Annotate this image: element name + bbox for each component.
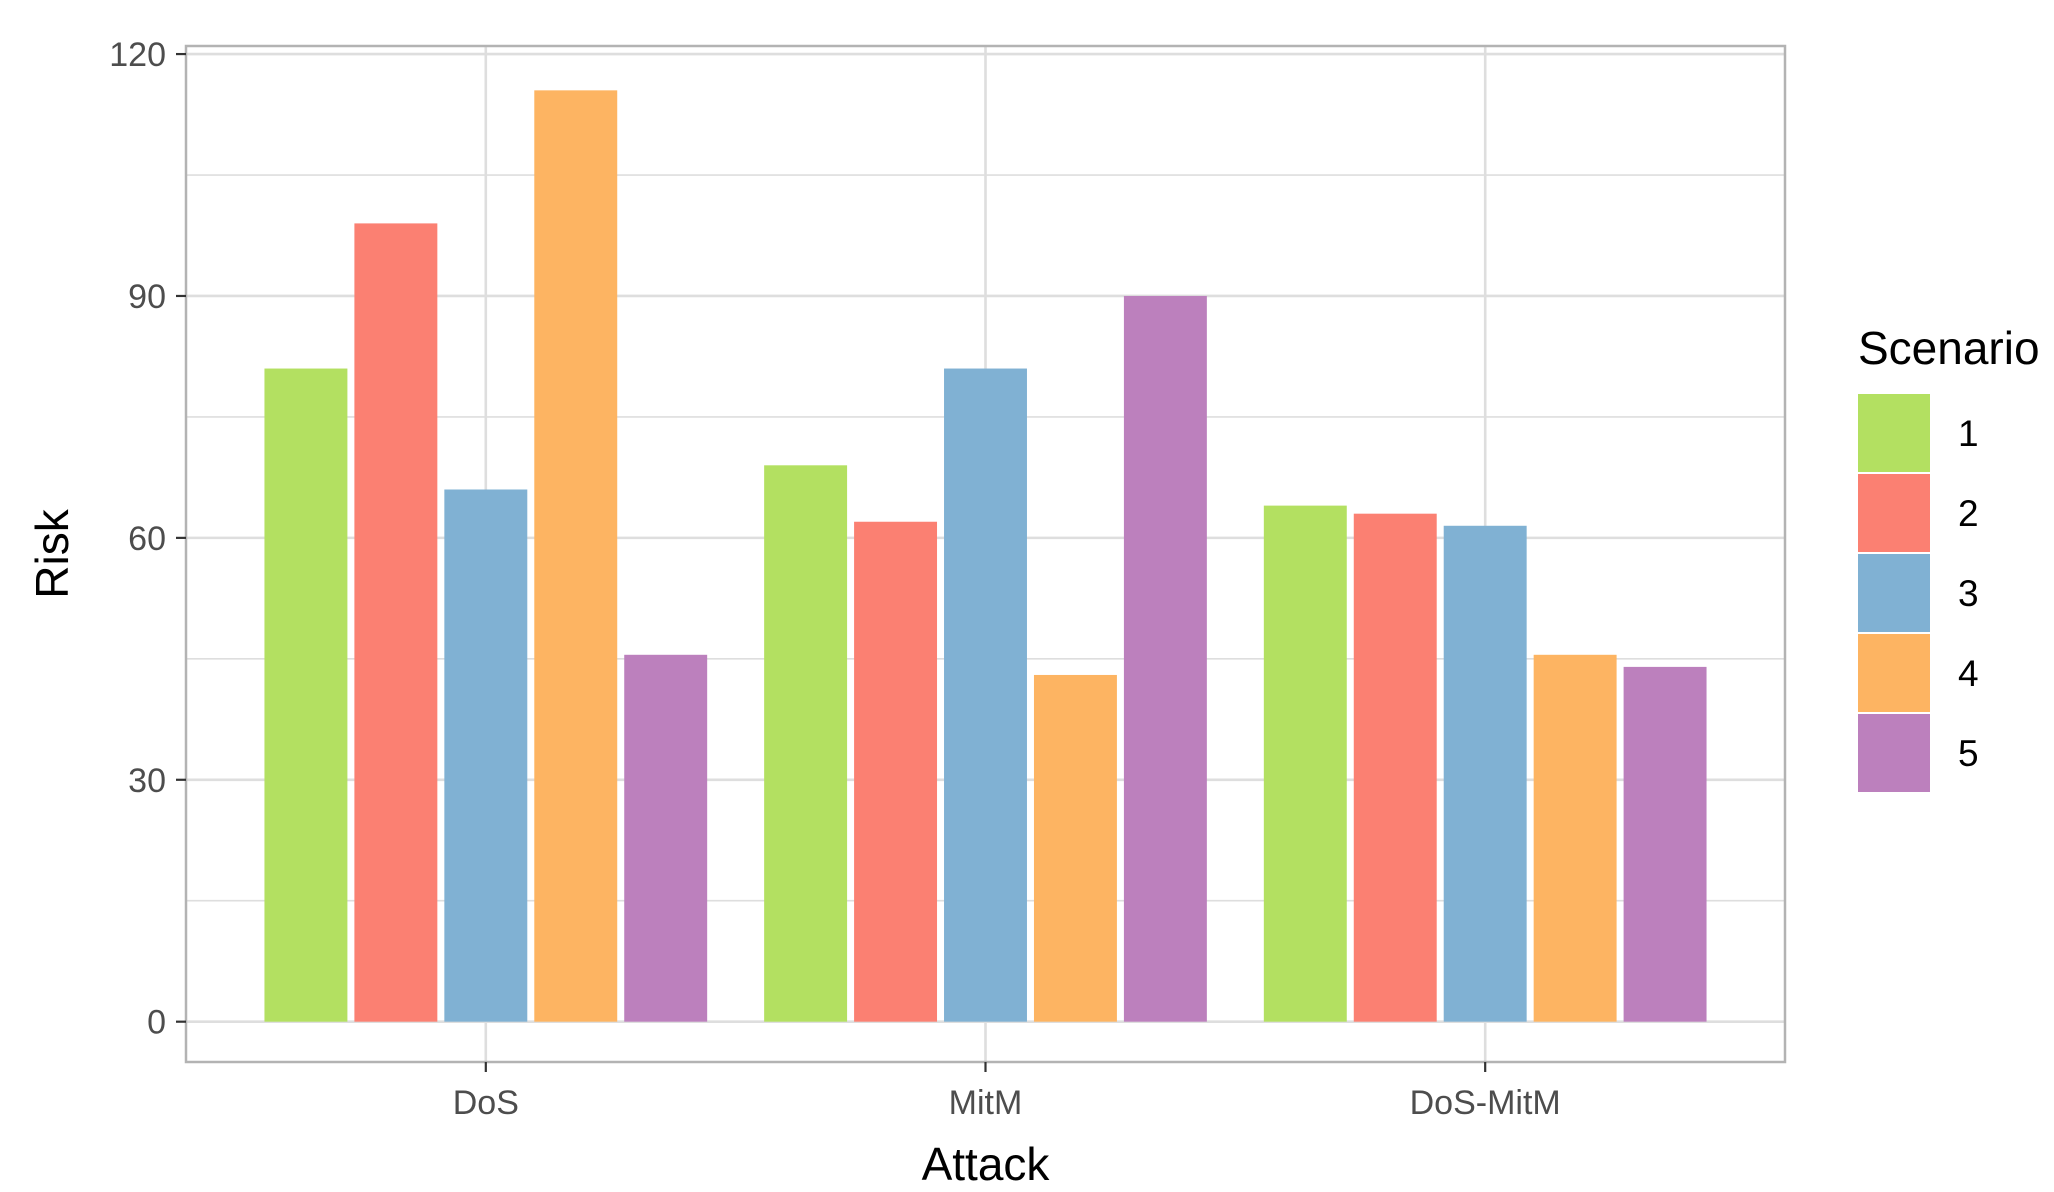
bar-dos-mitm-scenario-5 bbox=[1623, 666, 1707, 1022]
bar-dos-scenario-4 bbox=[534, 90, 618, 1022]
legend-title: Scenario bbox=[1858, 322, 2040, 374]
x-tick-label: DoS bbox=[453, 1084, 519, 1122]
y-axis-title: Risk bbox=[26, 508, 78, 598]
bar-mitm-scenario-5 bbox=[1123, 295, 1207, 1022]
legend-label-3: 3 bbox=[1958, 573, 1979, 614]
x-tick-label: MitM bbox=[949, 1084, 1023, 1122]
bar-dos-scenario-2 bbox=[354, 223, 438, 1022]
y-tick-label: 60 bbox=[128, 520, 166, 558]
bars-layer bbox=[264, 90, 1707, 1022]
legend-key-5 bbox=[1858, 714, 1930, 792]
bar-dos-mitm-scenario-2 bbox=[1353, 513, 1437, 1022]
bar-mitm-scenario-1 bbox=[764, 465, 848, 1022]
bar-dos-scenario-1 bbox=[264, 368, 348, 1022]
y-tick-label: 120 bbox=[109, 36, 166, 74]
bar-mitm-scenario-3 bbox=[944, 368, 1027, 1022]
bar-dos-scenario-5 bbox=[624, 654, 708, 1022]
legend-key-4 bbox=[1858, 634, 1930, 712]
legend-key-1 bbox=[1858, 394, 1930, 472]
legend: Scenario 1 2 3 4 5 bbox=[1858, 322, 2040, 792]
legend-label-2: 2 bbox=[1958, 493, 1979, 534]
legend-key-2 bbox=[1858, 474, 1930, 552]
axes-layer: 0 30 60 90 120 DoS MitM DoS-MitM bbox=[109, 36, 1560, 1122]
bar-dos-scenario-3 bbox=[444, 489, 528, 1022]
legend-label-4: 4 bbox=[1958, 653, 1979, 694]
x-axis-title: Attack bbox=[922, 1138, 1051, 1190]
y-tick-label: 30 bbox=[128, 762, 166, 800]
bar-mitm-scenario-4 bbox=[1033, 674, 1117, 1022]
legend-label-5: 5 bbox=[1958, 733, 1979, 774]
y-tick-label: 0 bbox=[147, 1004, 166, 1042]
bar-dos-mitm-scenario-1 bbox=[1263, 505, 1347, 1022]
y-tick-label: 90 bbox=[128, 278, 166, 316]
bar-mitm-scenario-2 bbox=[854, 521, 938, 1022]
x-tick-label: DoS-MitM bbox=[1410, 1084, 1561, 1122]
legend-items: 1 2 3 4 5 bbox=[1858, 394, 1979, 792]
legend-label-1: 1 bbox=[1958, 413, 1979, 454]
bar-dos-mitm-scenario-4 bbox=[1533, 654, 1617, 1022]
bar-dos-mitm-scenario-3 bbox=[1443, 525, 1527, 1022]
legend-key-3 bbox=[1858, 554, 1930, 632]
